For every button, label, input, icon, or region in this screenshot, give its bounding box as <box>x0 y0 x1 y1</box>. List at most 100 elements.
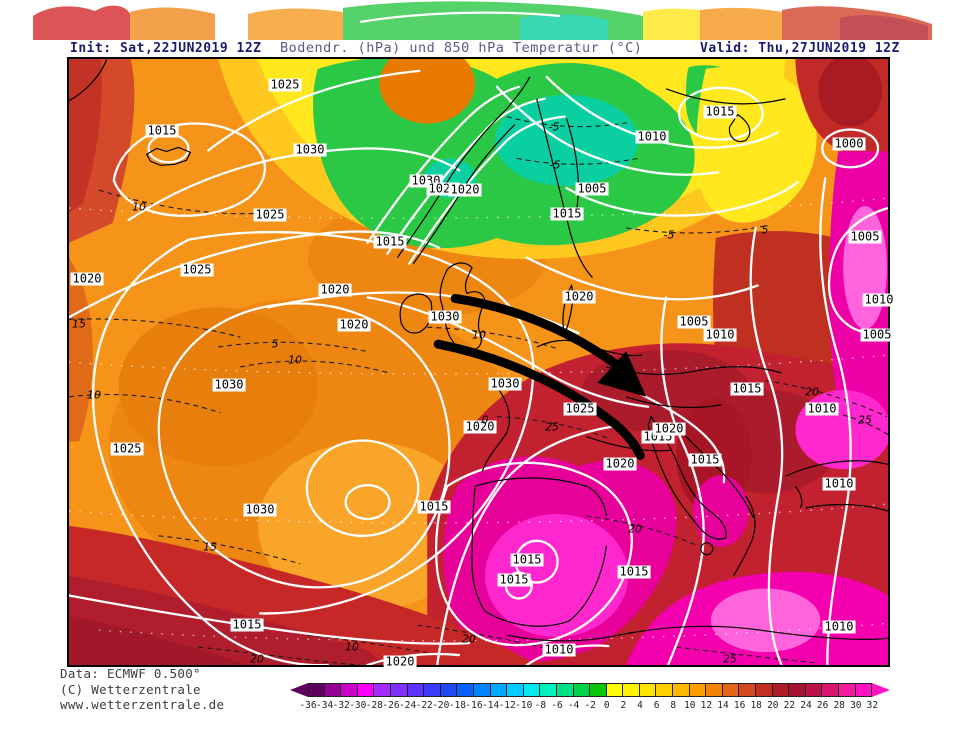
colorbar-tick-label: 14 <box>717 700 729 711</box>
colorbar-cell <box>656 683 674 697</box>
colorbar-tick-label: 18 <box>750 700 762 711</box>
data-source-line: Data: ECMWF 0.500° <box>60 666 201 681</box>
colorbar-right-arrow <box>872 683 891 697</box>
pressure-label: 1005 <box>575 181 609 196</box>
temperature-contour-label: 20 <box>628 522 642 536</box>
valid-time-label: Valid: Thu,27JUN2019 12Z <box>700 41 900 56</box>
colorbar-tick-label: 24 <box>800 700 812 711</box>
colorbar-cell <box>407 683 425 697</box>
header: Init: Sat,22JUN2019 12Z Bodendr. (hPa) u… <box>0 40 960 57</box>
colorbar-cell <box>473 683 491 697</box>
colorbar-tick-label: 30 <box>850 700 862 711</box>
pressure-label: 1005 <box>848 229 882 244</box>
colorbar-cell <box>639 683 657 697</box>
colorbar-tick-label: -14 <box>482 700 500 711</box>
colorbar-cell <box>805 683 823 697</box>
colorbar-tick-label: 12 <box>700 700 713 711</box>
pressure-label: 1030 <box>488 376 522 391</box>
temperature-contour-label: 10 <box>472 328 486 342</box>
colorbar-cell <box>623 683 640 697</box>
colorbar-cell <box>689 683 707 697</box>
temperature-contour-label: 20 <box>462 632 476 646</box>
colorbar-tick-label: -12 <box>498 700 516 711</box>
colorbar-tick-label: 4 <box>637 700 643 711</box>
pressure-label: 1010 <box>822 476 856 491</box>
credits: Data: ECMWF 0.500° (C) Wetterzentrale ww… <box>60 666 224 713</box>
pressure-label: 1010 <box>703 327 737 342</box>
colorbar-tick-label: 26 <box>816 700 829 711</box>
colorbar-cell <box>440 683 458 697</box>
pressure-label: 1015 <box>617 564 651 579</box>
pressure-label: 1020 <box>603 456 637 471</box>
colorbar-cell <box>839 683 856 697</box>
colorbar-tick-label: 10 <box>684 700 696 711</box>
temperature-contour-label: 5 <box>761 223 769 237</box>
temperature-contour-label: 25 <box>723 652 737 666</box>
colorbar-tick-label: -32 <box>332 700 350 711</box>
pressure-label: 1030 <box>293 142 327 157</box>
pressure-label: 1030 <box>212 377 246 392</box>
colorbar-cell <box>855 683 873 697</box>
pressure-label: 1010 <box>862 292 896 307</box>
colorbar-cell <box>606 683 624 697</box>
pressure-label: 1015 <box>688 452 722 467</box>
colorbar-cell <box>556 683 574 697</box>
pressure-label: 1020 <box>318 282 352 297</box>
colorbar-cell <box>722 683 740 697</box>
top-map-strip-fragment <box>33 1 932 40</box>
pressure-label: 1020 <box>652 421 686 436</box>
pressure-label: 1015 <box>497 572 531 587</box>
colorbar-cell <box>390 683 408 697</box>
colorbar-tick-label: -20 <box>432 700 450 711</box>
pressure-label: 1010 <box>822 619 856 634</box>
colorbar-tick-label: 8 <box>670 700 677 711</box>
colorbar-cell <box>341 683 358 697</box>
colorbar-tick-label: -2 <box>584 700 596 711</box>
temperature-contour-label: 25 <box>858 413 872 427</box>
temperature-contour-label: 10 <box>345 640 359 654</box>
colorbar-tick-label: 16 <box>733 700 746 711</box>
colorbar-tick-label: -4 <box>567 700 580 711</box>
colorbar-cell <box>308 683 325 697</box>
temperature-contour-label: 10 <box>87 388 101 402</box>
colorbar-cell <box>424 683 441 697</box>
temperature-contour-label: -5 <box>548 120 560 134</box>
colorbar-cell <box>756 683 773 697</box>
colorbar-tick-label: 32 <box>866 700 879 711</box>
pressure-label: 1005 <box>677 314 711 329</box>
colorbar-cell <box>507 683 524 697</box>
temperature-contour-label: 5 <box>271 337 279 351</box>
pressure-label: 1020 <box>70 271 104 286</box>
website-link[interactable]: www.wetterzentrale.de <box>60 697 225 712</box>
colorbar-cell <box>789 683 806 697</box>
pressure-label: 1015 <box>230 617 264 632</box>
map-title: Bodendr. (hPa) und 850 hPa Temperatur (°… <box>280 40 643 56</box>
colorbar-cell <box>324 683 342 697</box>
colorbar-tick-label: 20 <box>767 700 779 711</box>
pressure-label: 1010 <box>542 642 576 657</box>
pressure-label: 1030 <box>428 309 462 324</box>
init-time-label: Init: Sat,22JUN2019 12Z <box>70 41 262 56</box>
copyright-line: (C) Wetterzentrale <box>60 681 201 697</box>
colorbar-cell <box>490 683 508 697</box>
colorbar-tick-label: -34 <box>316 700 334 711</box>
colorbar-cell <box>590 683 607 697</box>
colorbar-tick-label: -28 <box>365 700 383 711</box>
temperature-contour-label: -5 <box>663 228 675 242</box>
pressure-label: 1015 <box>703 104 737 119</box>
pressure-label: 1010 <box>805 401 839 416</box>
colorbar-cell <box>573 683 591 697</box>
temperature-contour-label: 25 <box>545 420 559 434</box>
temperature-contour-label: 20 <box>250 652 264 666</box>
colorbar-tick-label: 28 <box>833 700 845 711</box>
pressure-label: 1025 <box>253 207 287 222</box>
temperature-colorbar: -36 -34 -32 -30 -28 -26 -24 -22 -20 -18 -16 -14 -12-… <box>290 683 908 717</box>
pressure-label: 1010 <box>635 129 669 144</box>
temperature-contour-label: 0 <box>481 413 489 427</box>
pressure-label: 1020 <box>383 654 417 669</box>
colorbar-cell <box>739 683 757 697</box>
colorbar-tick-label: -26 <box>382 700 400 711</box>
pressure-label: 1025 <box>180 262 214 277</box>
colorbar-cell <box>772 683 790 697</box>
